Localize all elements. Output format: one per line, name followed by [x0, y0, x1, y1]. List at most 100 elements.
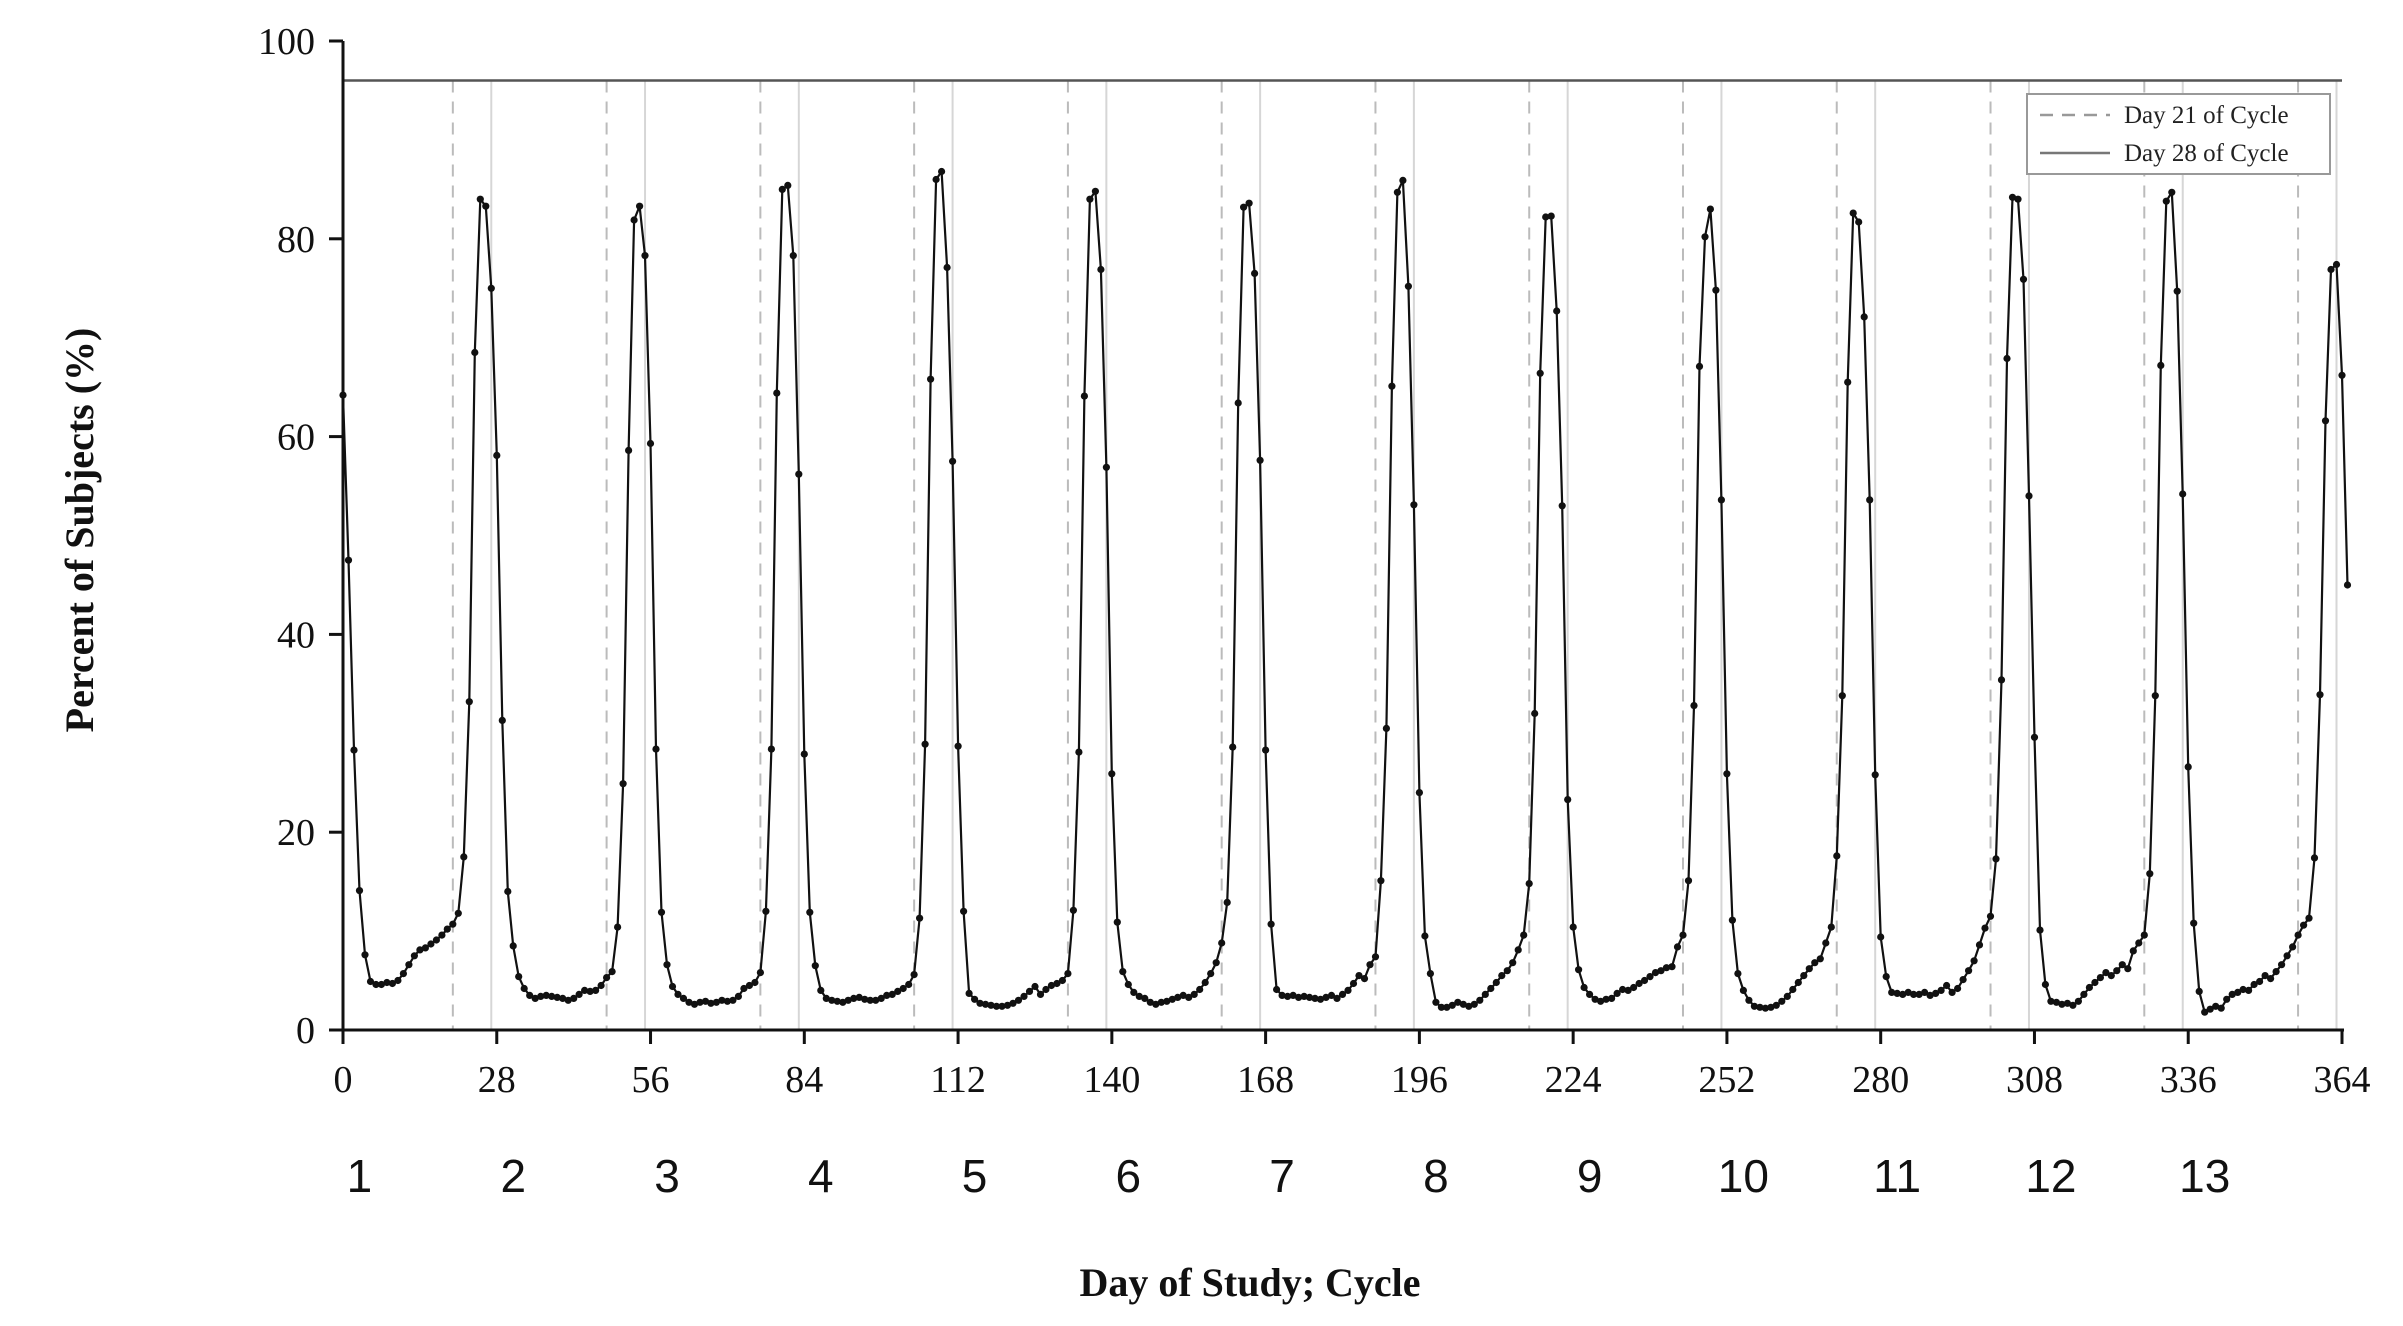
data-point — [1377, 877, 1385, 885]
data-point — [542, 991, 550, 1000]
data-point — [1668, 963, 1676, 971]
cycle-label: 2 — [500, 1150, 526, 1202]
data-point — [1745, 996, 1753, 1004]
data-point — [690, 1000, 699, 1008]
data-point — [1141, 994, 1149, 1003]
data-point — [504, 887, 512, 896]
data-point — [2228, 990, 2236, 999]
data-point — [1712, 286, 1720, 294]
y-tick-label: 40 — [277, 614, 315, 656]
data-point — [476, 195, 484, 203]
data-point — [1992, 855, 2000, 863]
x-tick-label: 336 — [2160, 1059, 2217, 1101]
data-point — [927, 375, 935, 383]
data-point — [1020, 992, 1028, 1001]
data-point — [564, 996, 572, 1004]
data-point — [1509, 959, 1517, 967]
data-point — [1311, 994, 1319, 1003]
data-point — [460, 853, 468, 861]
data-point — [2223, 995, 2231, 1003]
data-point — [1360, 975, 1369, 983]
data-point — [872, 996, 880, 1004]
data-point — [641, 252, 649, 260]
x-axis-ticks: 0 28 56 84 112 140 168 196 224 252 280 308 336 364 — [334, 1030, 2371, 1101]
x-tick-label: 28 — [478, 1059, 516, 1101]
data-point — [894, 987, 902, 996]
data-point — [2239, 985, 2247, 994]
data-point — [2168, 188, 2176, 196]
data-point — [1157, 998, 1165, 1006]
data-point — [910, 971, 918, 979]
data-point — [1855, 218, 1863, 226]
data-point — [1690, 702, 1698, 710]
data-point — [2206, 1005, 2214, 1013]
data-point — [1371, 953, 1380, 961]
data-point — [905, 980, 913, 989]
data-point — [1877, 933, 1885, 941]
data-point — [828, 996, 836, 1004]
data-point — [1234, 399, 1242, 407]
data-point — [592, 986, 600, 995]
data-point — [1448, 1001, 1456, 1009]
data-point — [1135, 992, 1143, 1001]
data-point — [679, 994, 688, 1003]
data-point — [1174, 993, 1182, 1002]
x-tick-label: 280 — [1852, 1059, 1909, 1101]
data-point — [2030, 733, 2039, 741]
data-point — [1119, 968, 1127, 976]
data-point — [1608, 994, 1616, 1003]
data-point — [1047, 981, 1055, 990]
data-point — [795, 470, 803, 478]
data-point — [1800, 972, 1808, 980]
data-point — [2124, 965, 2132, 973]
data-point — [1432, 998, 1440, 1006]
data-point — [1284, 992, 1292, 1001]
data-point — [1575, 966, 1583, 974]
data-point — [2321, 417, 2330, 425]
data-point — [1943, 981, 1951, 990]
data-point — [1975, 941, 1984, 949]
data-point — [1514, 946, 1522, 954]
data-point — [1437, 1003, 1445, 1011]
data-point — [1750, 1002, 1758, 1010]
data-point — [1844, 378, 1852, 386]
data-point — [1003, 1001, 1012, 1009]
data-point — [1476, 996, 1484, 1004]
cycle-label: 6 — [1116, 1150, 1142, 1202]
data-point — [1426, 970, 1434, 978]
data-point — [1207, 970, 1215, 978]
data-point — [1382, 724, 1390, 733]
x-axis-title: Day of Study; Cycle — [1079, 1260, 1420, 1305]
cycle-label: 12 — [2025, 1150, 2076, 1202]
data-point — [839, 998, 847, 1006]
data-point — [1091, 187, 1099, 195]
data-point — [932, 175, 940, 184]
data-point — [987, 1001, 995, 1009]
data-point — [2129, 947, 2137, 955]
data-point — [2338, 371, 2346, 379]
data-point — [1569, 923, 1577, 931]
data-point — [1811, 959, 1819, 967]
data-point — [1262, 746, 1270, 754]
data-point — [427, 940, 435, 948]
data-point — [938, 167, 946, 176]
data-point — [2245, 986, 2253, 995]
data-point — [1921, 988, 1929, 997]
data-point — [1888, 988, 1896, 997]
data-point — [1042, 985, 1050, 994]
data-point — [1932, 989, 1940, 998]
data-point — [1926, 991, 1934, 1000]
data-point — [1014, 996, 1023, 1004]
data-point — [1805, 965, 1813, 973]
data-point — [1651, 969, 1660, 977]
data-point — [1316, 995, 1325, 1003]
data-point — [1025, 987, 1034, 996]
data-point — [570, 994, 578, 1003]
data-point — [1816, 955, 1824, 963]
legend-box — [2026, 93, 2331, 175]
data-point — [954, 742, 962, 750]
data-point — [2118, 961, 2126, 969]
data-point — [888, 990, 896, 999]
data-point — [674, 990, 682, 999]
data-point — [1322, 993, 1330, 1002]
